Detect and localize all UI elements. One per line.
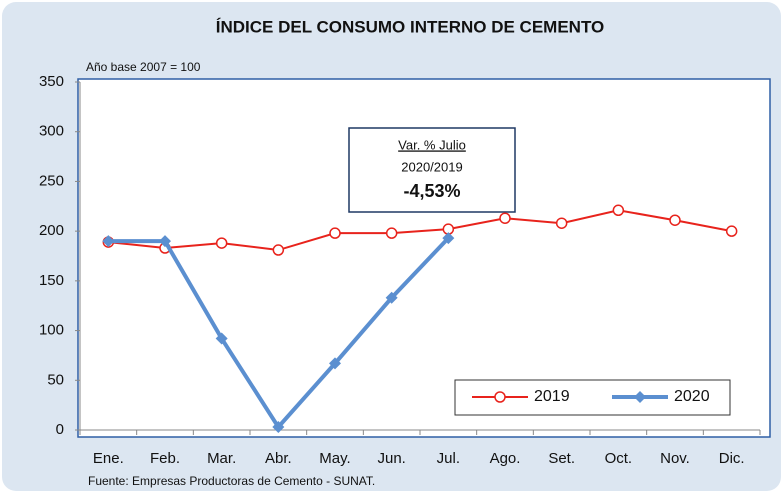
marker <box>215 332 228 345</box>
y-tick-label: 150 <box>39 272 64 289</box>
x-tick-label: Abr. <box>265 450 292 467</box>
marker <box>272 244 285 256</box>
marker <box>329 227 341 239</box>
x-tick-label: Nov. <box>660 450 690 467</box>
marker <box>329 357 341 370</box>
marker <box>215 237 228 249</box>
annotation-box <box>348 127 516 213</box>
x-tick-label: Set. <box>548 450 575 467</box>
annotation-value: -4,53% <box>403 181 460 201</box>
marker <box>385 227 398 239</box>
legend-label: 2020 <box>674 388 710 405</box>
marker <box>442 232 455 245</box>
marker <box>494 391 506 403</box>
marker <box>634 391 646 403</box>
marker <box>669 214 681 226</box>
subtitle: Año base 2007 = 100 <box>86 60 201 74</box>
legend-label: 2019 <box>534 388 570 405</box>
x-tick-label: Ene. <box>93 450 124 467</box>
marker <box>159 235 171 248</box>
x-tick-label: Oct. <box>605 450 633 467</box>
y-tick-label: 0 <box>56 421 64 438</box>
source: Fuente: Empresas Productoras de Cemento … <box>88 474 375 488</box>
annotation-subtitle: 2020/2019 <box>401 159 462 174</box>
y-tick-label: 300 <box>39 123 64 140</box>
x-tick-label: Jul. <box>437 450 460 467</box>
y-tick-label: 50 <box>47 371 64 388</box>
x-tick-label: Ago. <box>490 450 521 467</box>
annotation-title: Var. % Julio <box>398 137 466 152</box>
chart-title: ÍNDICE DEL CONSUMO INTERNO DE CEMENTO <box>216 17 605 36</box>
marker <box>272 421 285 434</box>
plot-area <box>77 78 771 438</box>
marker <box>725 225 738 237</box>
y-tick-label: 100 <box>39 322 64 339</box>
series-line <box>108 209 732 252</box>
x-tick-label: Dic. <box>719 450 745 467</box>
marker <box>385 291 398 304</box>
marker <box>102 235 115 248</box>
x-tick-label: May. <box>319 450 350 467</box>
y-tick-label: 250 <box>39 172 64 189</box>
marker <box>499 212 511 224</box>
marker <box>555 217 568 229</box>
y-tick-label: 350 <box>39 73 64 90</box>
x-tick-label: Jun. <box>377 450 405 467</box>
x-tick-label: Mar. <box>207 450 236 467</box>
y-tick-label: 200 <box>39 222 64 239</box>
marker <box>612 204 625 217</box>
x-tick-label: Feb. <box>150 450 180 467</box>
